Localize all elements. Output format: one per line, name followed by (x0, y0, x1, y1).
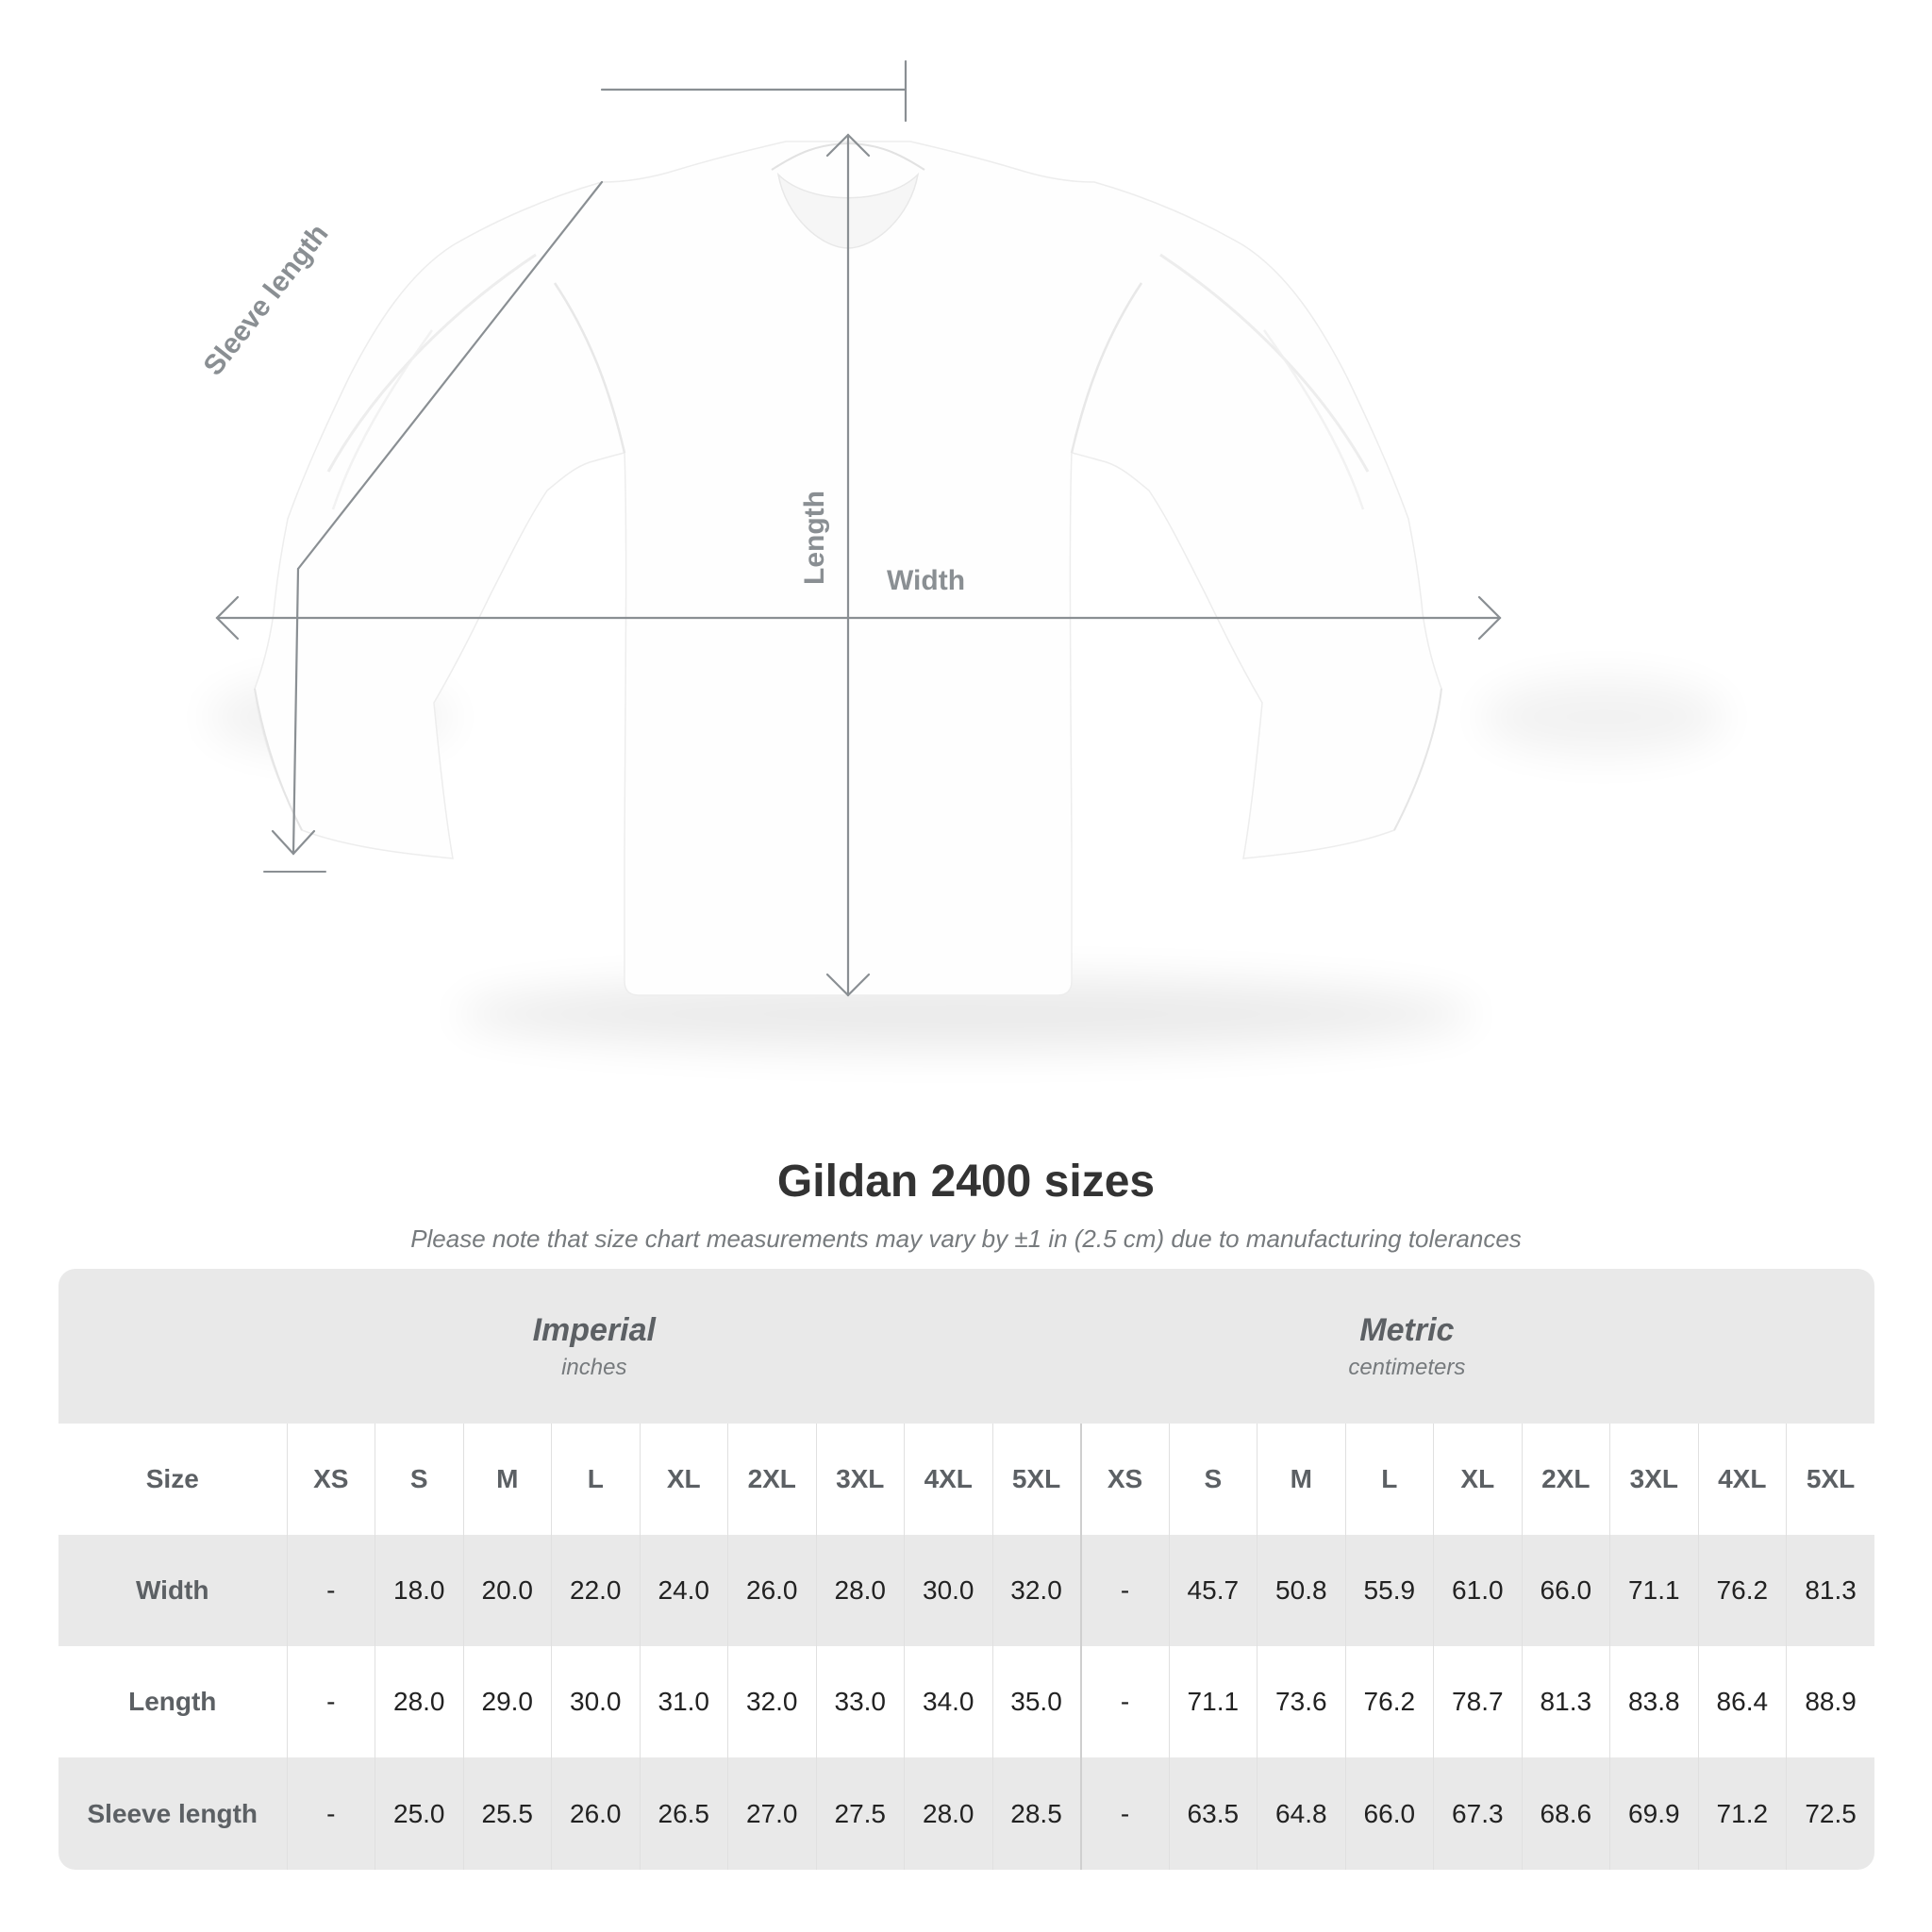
svg-text:Length: Length (799, 491, 830, 585)
svg-text:Width: Width (887, 565, 965, 596)
svg-text:Sleeve length: Sleeve length (198, 219, 335, 382)
